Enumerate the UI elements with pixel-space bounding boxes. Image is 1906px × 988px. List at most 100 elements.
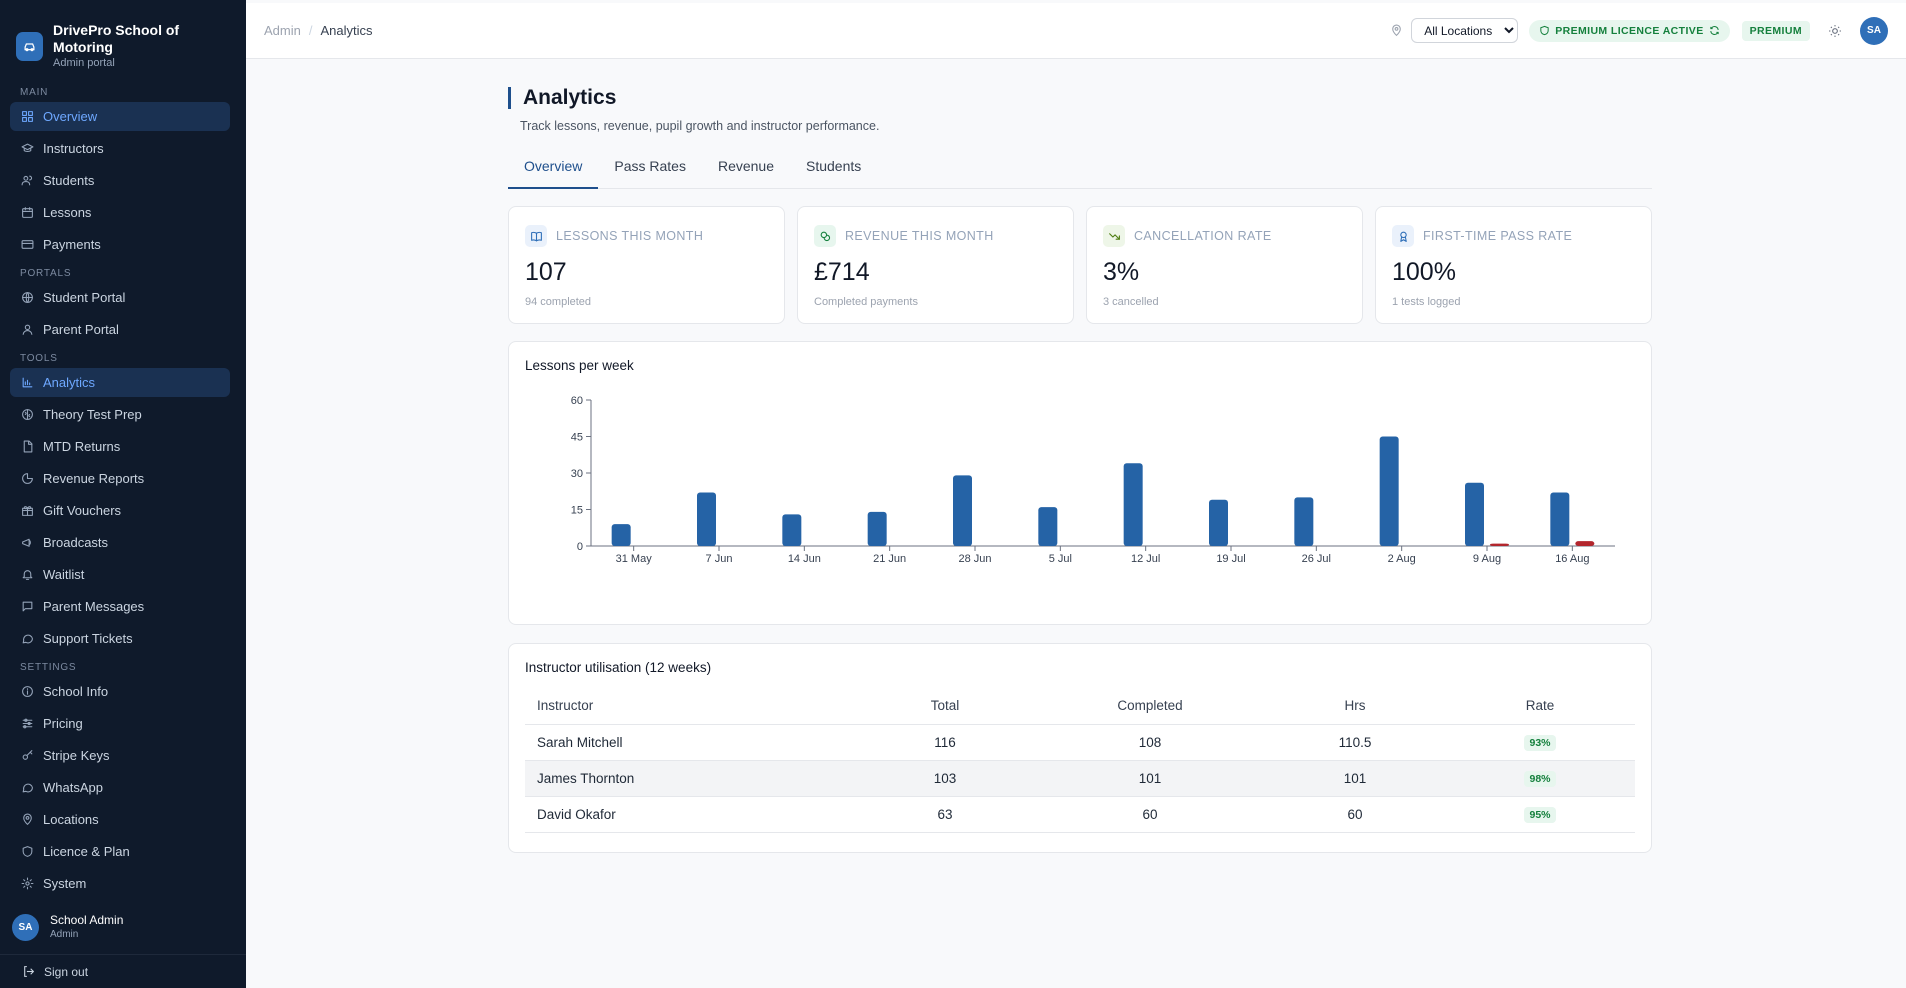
- sidebar-item-label: Theory Test Prep: [43, 407, 142, 422]
- location-select[interactable]: All Locations: [1411, 18, 1519, 43]
- brand[interactable]: DrivePro School of Motoring Admin portal: [0, 0, 246, 70]
- nav-section-label: PORTALS: [20, 268, 72, 279]
- completed-cell: 101: [1035, 760, 1265, 797]
- tab-revenue[interactable]: Revenue: [717, 158, 774, 174]
- avatar[interactable]: SA: [1860, 16, 1888, 45]
- gift-icon: [21, 504, 34, 517]
- sidebar-item-whatsapp[interactable]: WhatsApp: [10, 773, 230, 802]
- x-tick-label: 16 Aug: [1555, 553, 1589, 565]
- table-row[interactable]: David Okafor 63 60 60 95%: [525, 796, 1635, 833]
- users-icon: [21, 174, 34, 187]
- sidebar-item-label: Broadcasts: [43, 535, 109, 550]
- total-cell: 63: [855, 796, 1035, 833]
- topbar: Admin / Analytics All Locations PREMIUM …: [246, 3, 1906, 59]
- sidebar-item-revenue-reports[interactable]: Revenue Reports: [10, 464, 230, 493]
- instructor-table: Instructor Total Completed Hrs Rate Sara…: [525, 687, 1635, 833]
- settings-icon: [21, 877, 34, 890]
- y-tick-label: 30: [571, 468, 583, 480]
- x-tick-label: 9 Aug: [1473, 553, 1501, 565]
- hours-cell: 60: [1265, 796, 1445, 833]
- coins-icon: [814, 225, 836, 247]
- sidebar-item-system[interactable]: System: [10, 869, 230, 898]
- sidebar-item-students[interactable]: Students: [10, 166, 230, 195]
- sidebar-item-parent-portal[interactable]: Parent Portal: [10, 315, 230, 344]
- rate-cell: 95%: [1445, 796, 1635, 833]
- chart-title: Lessons per week: [525, 358, 634, 373]
- sidebar-item-broadcasts[interactable]: Broadcasts: [10, 528, 230, 557]
- sidebar-item-parent-messages[interactable]: Parent Messages: [10, 592, 230, 621]
- y-tick-label: 15: [571, 505, 583, 517]
- x-tick-label: 2 Aug: [1388, 553, 1416, 565]
- credit-card-icon: [21, 238, 34, 251]
- sun-icon[interactable]: [1828, 24, 1842, 38]
- bell-icon: [21, 568, 34, 581]
- sidebar-item-gift-vouchers[interactable]: Gift Vouchers: [10, 496, 230, 525]
- stat-value: 100%: [1392, 258, 1456, 286]
- bar: [611, 524, 631, 546]
- table-row[interactable]: Sarah Mitchell 116 108 110.5 93%: [525, 724, 1635, 761]
- lessons-per-week-chart: 0 15 30 45 60 31 May 7 Jun 14 Jun 21 Jun 28 Jun 5 …: [571, 395, 1615, 565]
- user-icon: [21, 323, 34, 336]
- bar: [697, 492, 716, 546]
- hours-cell: 101: [1265, 760, 1445, 797]
- sidebar-item-licence-plan[interactable]: Licence & Plan: [10, 837, 230, 866]
- sidebar-item-lessons[interactable]: Lessons: [10, 198, 230, 227]
- column-header[interactable]: Completed: [1035, 687, 1265, 725]
- column-header[interactable]: Hrs: [1265, 687, 1445, 725]
- tab-students[interactable]: Students: [806, 158, 862, 174]
- bar: [782, 514, 802, 546]
- sidebar-item-label: Overview: [43, 109, 98, 124]
- sidebar-item-overview[interactable]: Overview: [10, 102, 230, 131]
- table-row[interactable]: James Thornton 103 101 101 98%: [525, 760, 1635, 797]
- stat-value: £714: [814, 258, 870, 286]
- book-icon: [525, 225, 547, 247]
- analytics-tabs: Overview Pass Rates Revenue Students: [508, 154, 1652, 189]
- breadcrumb-root[interactable]: Admin: [264, 23, 301, 38]
- grid-icon: [21, 110, 34, 123]
- stat-header: Lessons this month: [525, 225, 768, 247]
- trending-down-icon: [1103, 225, 1125, 247]
- stat-label: Cancellation rate: [1134, 229, 1272, 243]
- page-title: Analytics: [523, 86, 617, 109]
- tab-overview[interactable]: Overview: [508, 154, 599, 189]
- breadcrumb-separator: /: [308, 23, 313, 38]
- y-tick-label: 60: [571, 395, 583, 407]
- sidebar-item-waitlist[interactable]: Waitlist: [10, 560, 230, 589]
- sidebar-item-label: Parent Portal: [43, 322, 119, 337]
- bar: [1465, 482, 1484, 546]
- sidebar-item-stripe-keys[interactable]: Stripe Keys: [10, 741, 230, 770]
- rate-badge: 98%: [1524, 770, 1556, 787]
- key-icon: [21, 749, 34, 762]
- page-subtitle: Track lessons, revenue, pupil growth and…: [520, 119, 880, 133]
- sidebar-item-pricing[interactable]: Pricing: [10, 709, 230, 738]
- tab-pass-rates[interactable]: Pass Rates: [614, 158, 686, 174]
- sign-out-button[interactable]: Sign out: [0, 954, 246, 988]
- sidebar-item-support-tickets[interactable]: Support Tickets: [10, 624, 230, 653]
- sidebar-item-student-portal[interactable]: Student Portal: [10, 283, 230, 312]
- sidebar-item-instructors[interactable]: Instructors: [10, 134, 230, 163]
- nav-section-label: TOOLS: [20, 353, 58, 364]
- stat-card: First-time pass rate 100% 1 tests logged: [1375, 206, 1652, 324]
- sidebar-item-theory-test-prep[interactable]: Theory Test Prep: [10, 400, 230, 429]
- sidebar-user[interactable]: SA School Admin Admin: [0, 906, 246, 948]
- sidebar-item-label: Gift Vouchers: [43, 503, 122, 518]
- refresh-icon[interactable]: [1709, 25, 1720, 36]
- sidebar-item-analytics[interactable]: Analytics: [10, 368, 230, 397]
- x-tick-label: 12 Jul: [1131, 553, 1160, 565]
- pie-chart-icon: [21, 472, 34, 485]
- instructor-utilisation-card: Instructor utilisation (12 weeks) Instru…: [508, 643, 1652, 853]
- sidebar-item-locations[interactable]: Locations: [10, 805, 230, 834]
- column-header[interactable]: Rate: [1445, 687, 1635, 725]
- sidebar-item-label: Student Portal: [43, 290, 126, 305]
- sidebar-item-payments[interactable]: Payments: [10, 230, 230, 259]
- sidebar-item-school-info[interactable]: School Info: [10, 677, 230, 706]
- column-header[interactable]: Total: [855, 687, 1035, 725]
- sidebar-item-mtd-returns[interactable]: MTD Returns: [10, 432, 230, 461]
- award-icon: [1392, 225, 1414, 247]
- sidebar-item-label: WhatsApp: [43, 780, 103, 795]
- brain-icon: [21, 408, 34, 421]
- sidebar-item-label: Instructors: [43, 141, 104, 156]
- graduation-cap-icon: [21, 142, 34, 155]
- car-icon: [16, 31, 44, 61]
- column-header[interactable]: Instructor: [525, 687, 855, 725]
